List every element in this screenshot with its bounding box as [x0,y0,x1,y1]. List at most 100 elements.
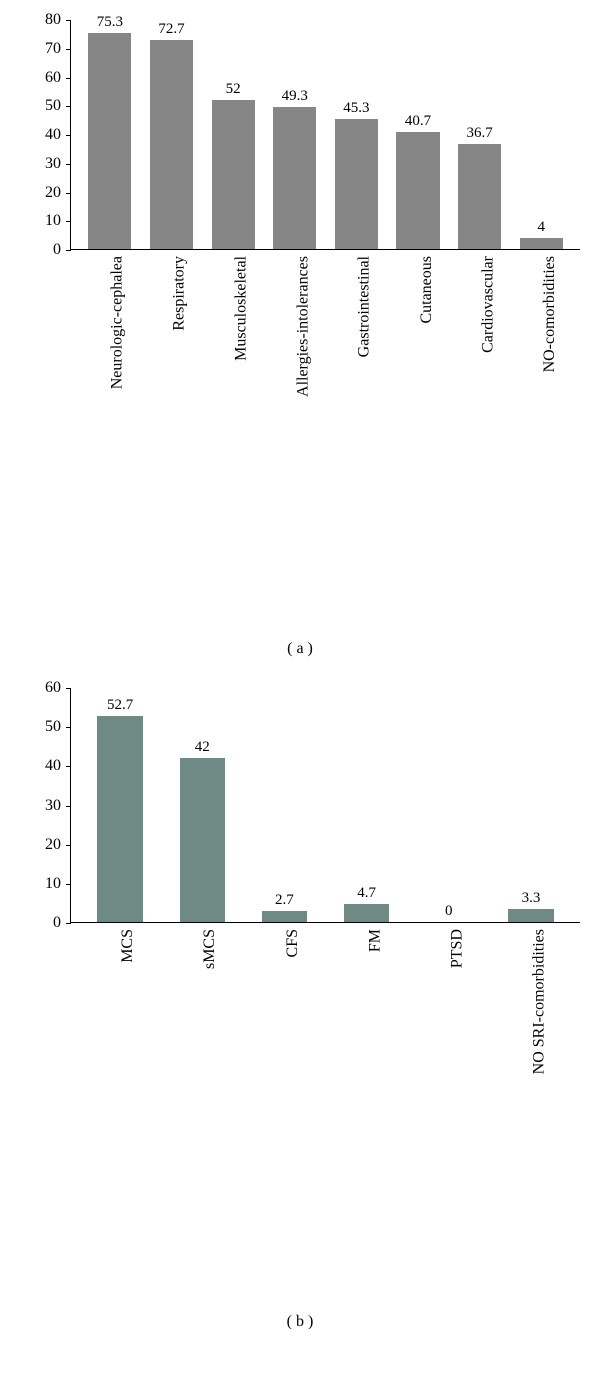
bar [458,144,501,250]
chart-b-container: (%) 0102030405060 52.7422.74.703.3 MCSsM… [20,688,580,1331]
x-label-cell: MCS [78,923,160,1113]
bar-value-label: 36.7 [466,125,492,142]
bar [212,100,255,250]
bar-group: 2.7 [243,892,325,922]
x-label-cell: Neurologic-cephalea [78,250,140,440]
y-tick [66,135,71,136]
x-label: sMCS [201,929,219,969]
y-tick [66,78,71,79]
x-label-cell: sMCS [160,923,242,1113]
y-tick-label: 0 [53,914,61,932]
x-label: Cardiovascular [479,256,497,353]
x-label: NO SRI-comorbidities [531,929,549,1074]
chart-a-container: (%) 01020304050607080 75.372.75249.345.3… [20,20,580,658]
chart-a: (%) 01020304050607080 75.372.75249.345.3… [20,20,580,440]
x-label-cell: Cardiovascular [449,250,511,440]
bar-group: 72.7 [141,21,203,249]
bar [262,911,307,922]
x-label: PTSD [448,929,466,968]
x-label-cell: NO SRI-comorbidities [490,923,572,1113]
x-label-cell: Allergies-intolerances [263,250,325,440]
bar-group: 52.7 [79,697,161,922]
x-label-cell: Cutaneous [387,250,449,440]
bar-value-label: 49.3 [282,88,308,105]
bar-group: 3.3 [490,890,572,922]
bar-group: 4 [510,219,572,250]
y-tick [66,884,71,885]
bar-group: 45.3 [326,100,388,249]
chart-a-y-axis: 01020304050607080 [63,20,71,249]
bar-value-label: 4 [537,219,545,236]
x-label: MCS [119,929,137,963]
x-label-cell: FM [325,923,407,1113]
chart-a-panel-label: ( a ) [20,640,580,658]
bar-value-label: 52.7 [107,697,133,714]
x-label: Gastrointestinal [356,256,374,357]
y-tick-label: 20 [45,836,61,854]
chart-b-y-axis: 0102030405060 [63,688,71,922]
x-label-cell: NO-comorbidities [510,250,572,440]
x-label: Neurologic-cephalea [109,256,127,389]
bar-value-label: 52 [226,81,241,98]
y-tick-label: 50 [45,97,61,115]
bar-value-label: 45.3 [343,100,369,117]
chart-b-x-labels: MCS sMCS CFS FM PTSD NO SRI-comorbidities [70,923,580,1113]
y-tick [66,845,71,846]
bar [273,107,316,249]
bar-group: 42 [161,739,243,923]
bar-group: 4.7 [326,885,408,922]
x-label: NO-comorbidities [541,256,559,372]
bar-group: 40.7 [387,113,449,249]
chart-b-panel-label: ( b ) [20,1313,580,1331]
y-tick-label: 50 [45,718,61,736]
bar [396,132,439,249]
x-label: Musculoskeletal [232,256,250,361]
x-label-cell: Gastrointestinal [325,250,387,440]
bar-value-label: 0 [445,903,453,920]
chart-a-x-labels: Neurologic-cephalea Respiratory Musculoske… [70,250,580,440]
x-label-cell: Respiratory [140,250,202,440]
x-label-cell: PTSD [407,923,489,1113]
bar-value-label: 2.7 [275,892,294,909]
y-tick-label: 60 [45,69,61,87]
y-tick-label: 10 [45,212,61,230]
bar-group: 49.3 [264,88,326,249]
bar-group: 52 [202,81,264,250]
y-tick-label: 30 [45,797,61,815]
bar-group: 0 [408,903,490,922]
bar-value-label: 75.3 [97,14,123,31]
bar [97,716,142,922]
y-tick [66,923,71,924]
bar-value-label: 42 [195,739,210,756]
bar [88,33,131,249]
y-tick-label: 40 [45,126,61,144]
y-tick-label: 10 [45,875,61,893]
x-label: CFS [284,929,302,957]
chart-b: (%) 0102030405060 52.7422.74.703.3 MCSsM… [20,688,580,1113]
y-tick-label: 30 [45,155,61,173]
x-label-cell: CFS [243,923,325,1113]
y-tick-label: 40 [45,757,61,775]
y-tick [66,106,71,107]
bar-value-label: 3.3 [522,890,541,907]
bar-value-label: 72.7 [158,21,184,38]
y-tick [66,49,71,50]
y-tick-label: 60 [45,679,61,697]
bar-value-label: 40.7 [405,113,431,130]
bar [335,119,378,249]
y-tick-label: 20 [45,184,61,202]
bar [180,758,225,923]
y-tick [66,806,71,807]
bar-value-label: 4.7 [357,885,376,902]
bar [344,904,389,922]
x-label: FM [366,929,384,952]
y-tick [66,766,71,767]
y-tick [66,221,71,222]
bar [520,238,563,250]
y-tick [66,193,71,194]
y-tick-label: 80 [45,11,61,29]
y-tick [66,20,71,21]
y-tick-label: 70 [45,40,61,58]
x-label: Respiratory [171,256,189,331]
bar [508,909,553,922]
